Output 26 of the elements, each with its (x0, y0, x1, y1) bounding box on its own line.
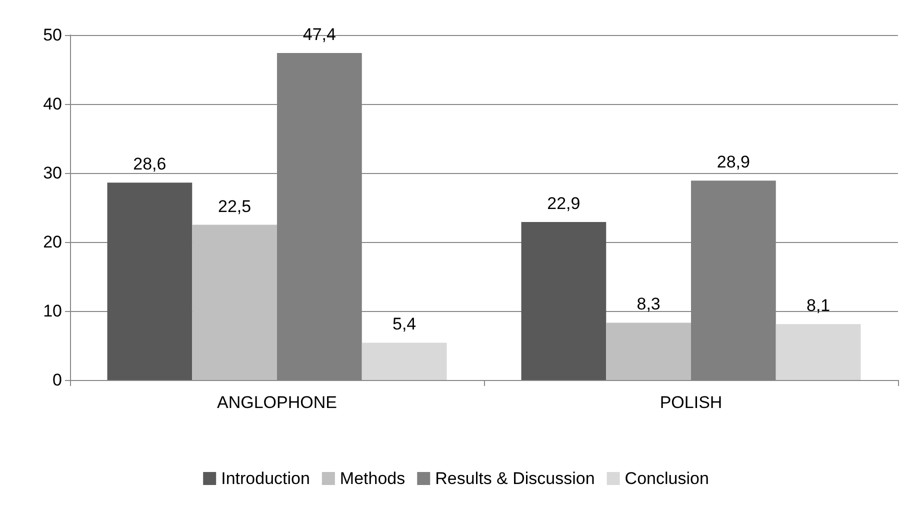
legend-label: Methods (340, 469, 406, 488)
y-tick-label: 0 (52, 370, 62, 390)
data-label: 22,5 (218, 196, 252, 216)
data-label: 47,4 (302, 24, 336, 44)
x-tick-label: POLISH (660, 393, 722, 412)
x-tick-label: ANGLOPHONE (217, 393, 337, 412)
bar (521, 222, 606, 380)
y-tick-label: 30 (43, 164, 62, 182)
data-label: 28,6 (133, 154, 166, 174)
data-label: 5,4 (392, 314, 416, 334)
data-label: 8,1 (806, 296, 830, 316)
data-label: 8,3 (636, 294, 660, 314)
legend-label: Introduction (221, 469, 310, 488)
bar (107, 182, 192, 380)
y-tick-label: 50 (43, 26, 62, 44)
y-tick-label: 20 (43, 232, 62, 252)
legend-label: Conclusion (624, 469, 709, 488)
legend-label: Results & Discussion (435, 469, 595, 488)
bar (606, 322, 691, 380)
data-label: 28,9 (716, 152, 750, 172)
y-tick-label: 40 (43, 94, 62, 114)
y-tick-label: 10 (43, 302, 62, 320)
bar (362, 342, 447, 380)
data-label: 22,9 (547, 194, 580, 213)
bar (776, 324, 861, 380)
bar (192, 224, 277, 380)
